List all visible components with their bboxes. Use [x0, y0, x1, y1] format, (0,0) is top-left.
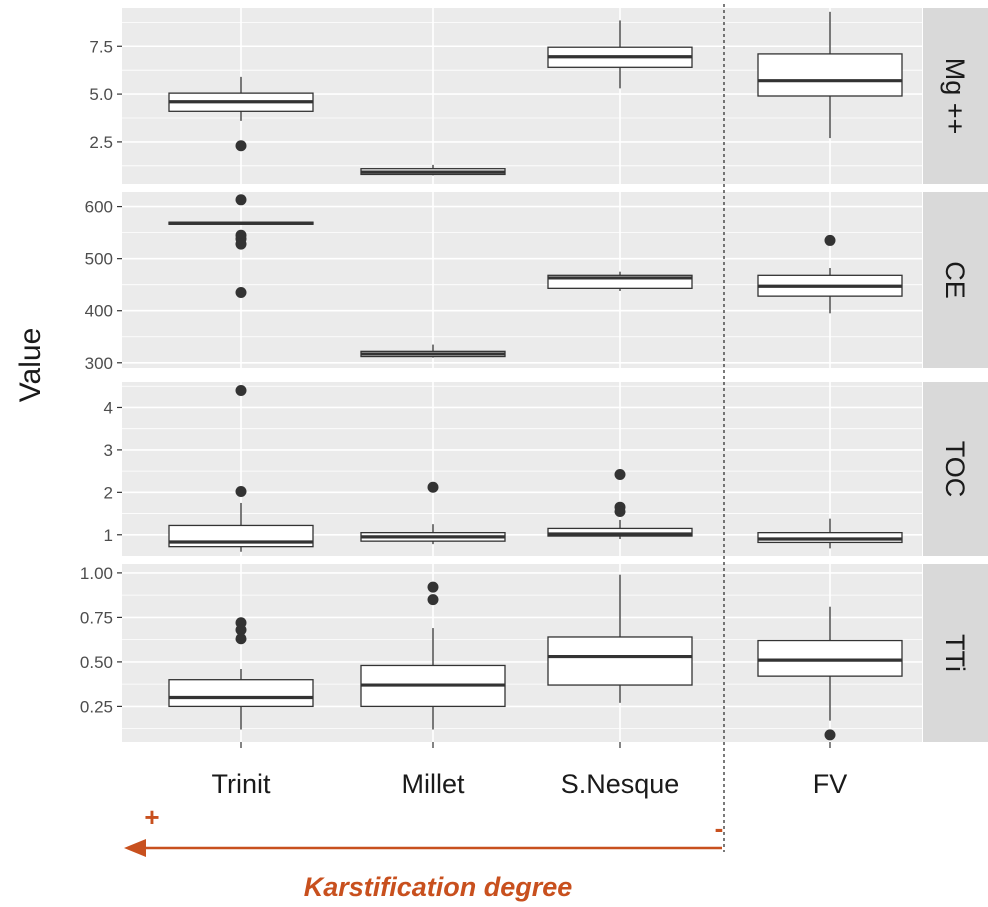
outlier-point — [427, 594, 439, 606]
y-tick-label: 4 — [104, 398, 113, 417]
box-s-nesque — [547, 574, 693, 703]
y-tick-label: 2.5 — [89, 133, 113, 152]
strip-label-mg: Mg ++ — [940, 58, 970, 135]
outlier-point — [427, 481, 439, 493]
box-trinit — [168, 384, 314, 552]
outlier-point — [235, 194, 247, 206]
outlier-point — [235, 384, 247, 396]
strip-background-ce — [923, 192, 988, 368]
box-fv — [757, 518, 903, 549]
y-tick-label: 400 — [85, 302, 113, 321]
y-axis-title: Value — [14, 328, 47, 403]
karst-minus-sign: - — [715, 813, 724, 843]
strip-label-toc: TOC — [940, 441, 970, 498]
panel-toc: 1 2 3 4 TOC — [104, 382, 988, 556]
x-category-label-trinit: Trinit — [212, 769, 271, 799]
y-tick-label: 7.5 — [89, 37, 113, 56]
box-s-nesque — [547, 469, 693, 540]
strip-background-mg — [923, 8, 988, 184]
outlier-point — [235, 485, 247, 497]
x-category-label-millet: Millet — [401, 769, 465, 799]
y-tick-label: 3 — [104, 441, 113, 460]
outlier-point — [235, 286, 247, 298]
y-tick-label: 0.25 — [80, 697, 113, 716]
strip-background-tti — [923, 564, 988, 742]
panel-mg: 2.5 5.0 7.5 Mg ++ — [89, 8, 988, 184]
box-s-nesque — [547, 271, 693, 291]
outlier-point — [614, 505, 626, 517]
y-tick-label: 5.0 — [89, 85, 113, 104]
strip-label-ce: CE — [940, 261, 970, 299]
y-tick-label: 1 — [104, 526, 113, 545]
y-tick-label: 300 — [85, 354, 113, 373]
box-trinit — [168, 76, 314, 152]
outlier-point — [614, 469, 626, 481]
facet-panels: 2.55.07.5Mg ++300400500600CE1234TOC0.250… — [80, 8, 988, 742]
outlier-point — [235, 633, 247, 645]
x-category-label-s-nesque: S.Nesque — [561, 769, 680, 799]
karst-arrow-head — [124, 839, 146, 857]
box-iqr — [547, 636, 693, 686]
panel-tti: 0.25 0.50 0.75 1.00 TTi — [80, 564, 988, 742]
x-category-label-fv: FV — [813, 769, 848, 799]
box-iqr — [757, 53, 903, 97]
box-millet — [360, 481, 506, 545]
box-iqr — [757, 639, 903, 677]
y-tick-label: 0.75 — [80, 608, 113, 627]
y-tick-label: 1.00 — [80, 564, 113, 583]
box-iqr — [547, 527, 693, 537]
karst-plus-sign: + — [144, 802, 159, 832]
box-s-nesque — [547, 20, 693, 89]
outlier-point — [235, 238, 247, 250]
box-trinit — [168, 194, 314, 298]
karst-label: Karstification degree — [304, 872, 573, 902]
box-fv — [757, 234, 903, 314]
box-iqr — [168, 679, 314, 708]
box-millet — [360, 581, 506, 730]
box-fv — [757, 606, 903, 741]
y-tick-label: 600 — [85, 198, 113, 217]
strip-background-toc — [923, 382, 988, 556]
y-tick-label: 0.50 — [80, 653, 113, 672]
y-tick-label: 2 — [104, 483, 113, 502]
box-millet — [360, 344, 506, 358]
outlier-point — [427, 581, 439, 593]
x-category-labels: Trinit Millet S.Nesque FV — [212, 742, 848, 799]
strip-label-tti: TTi — [940, 634, 970, 672]
box-millet — [360, 164, 506, 176]
box-fv — [757, 11, 903, 139]
box-trinit — [168, 617, 314, 730]
outlier-point — [235, 624, 247, 636]
karstification-annotation: + - Karstification degree — [124, 802, 723, 902]
outlier-point — [824, 729, 836, 741]
outlier-point — [824, 234, 836, 246]
outlier-point — [235, 140, 247, 152]
panel-ce: 300 400 500 600 CE — [85, 192, 988, 373]
y-tick-label: 500 — [85, 250, 113, 269]
